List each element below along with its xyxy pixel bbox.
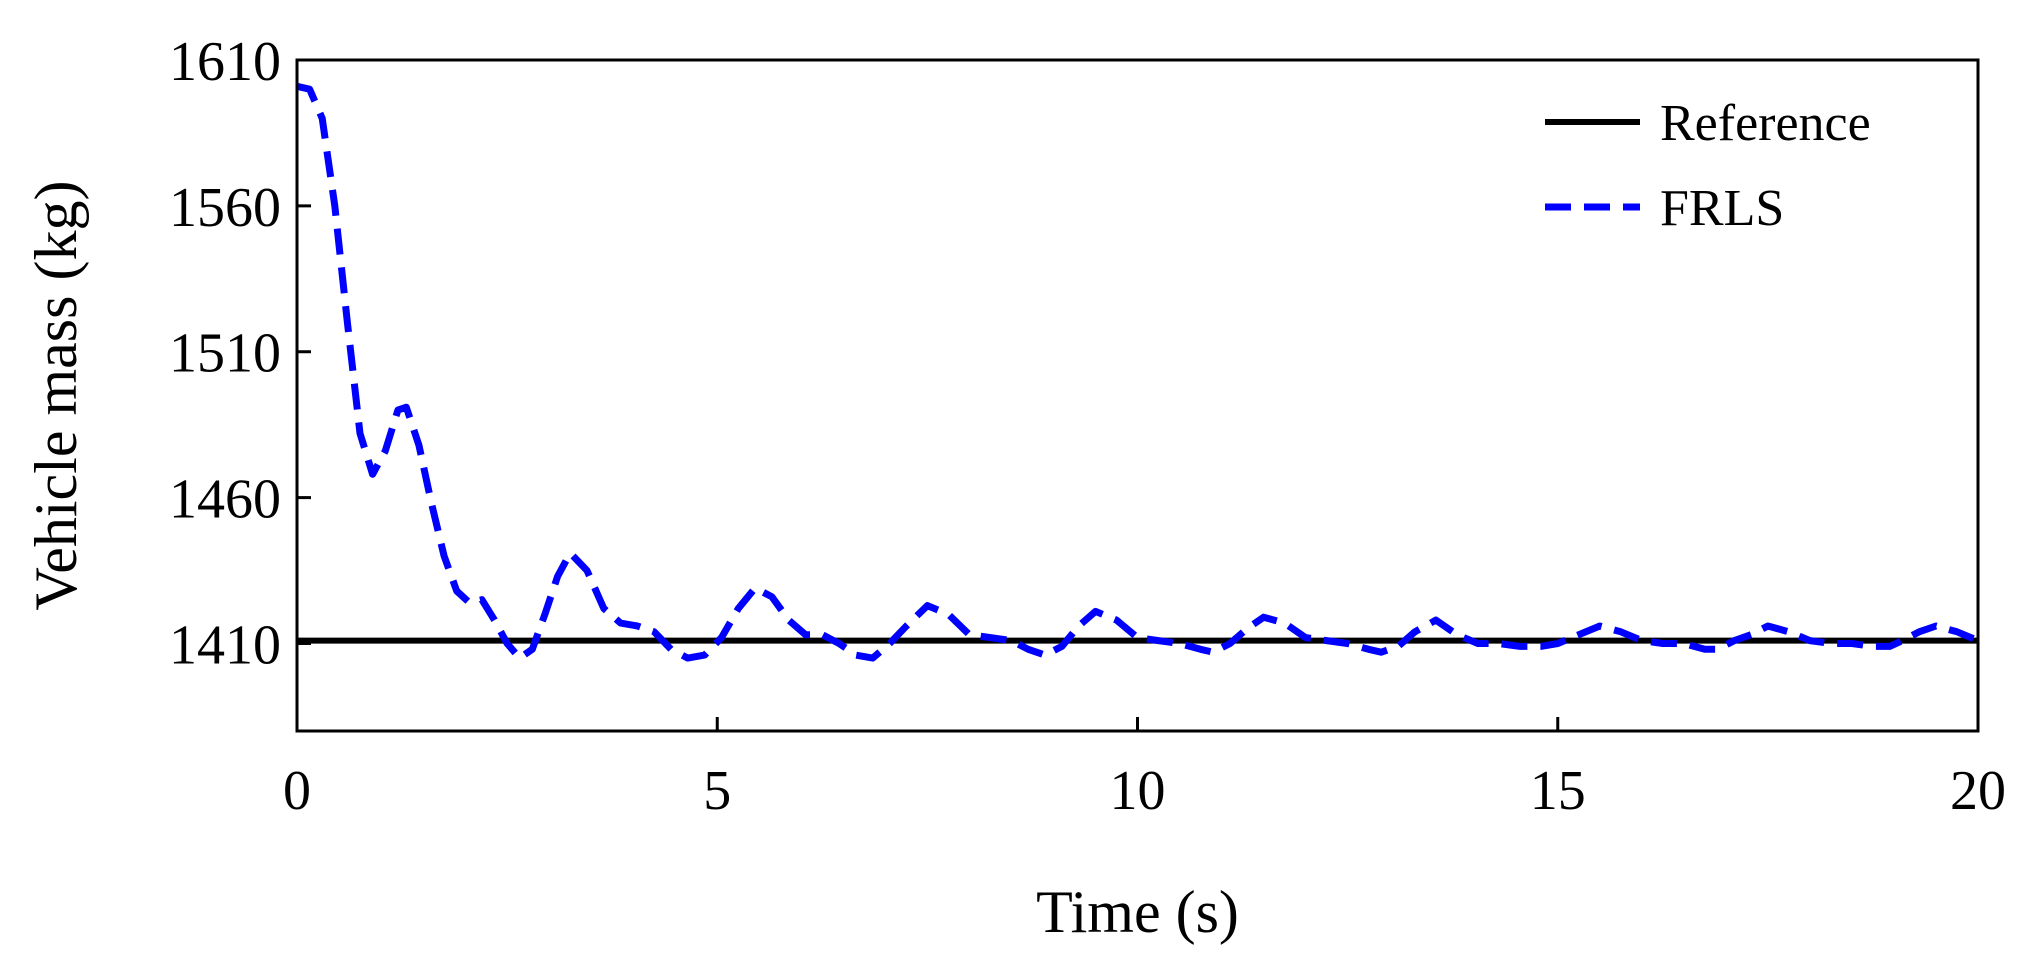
- tick-layer: 0 5 10 15 20 1410 1460 1510 1560 1610: [169, 31, 2006, 822]
- legend-label-frls: FRLS: [1660, 180, 1784, 237]
- x-tick-label: 5: [703, 760, 731, 822]
- legend: Reference FRLS: [1545, 95, 1871, 237]
- series-layer: [296, 82, 1980, 662]
- x-tick-label: 15: [1530, 760, 1586, 822]
- y-tick-label: 1410: [169, 614, 281, 676]
- x-tick-label: 0: [283, 760, 311, 822]
- y-tick-label: 1560: [169, 177, 281, 239]
- plot-area-frame: [295, 58, 1980, 733]
- y-tick-label: 1510: [169, 323, 281, 385]
- y-axis-title: Vehicle mass (kg): [23, 181, 89, 611]
- x-tick-label: 20: [1950, 760, 2006, 822]
- x-axis-title: Time (s): [1036, 879, 1239, 945]
- legend-label-reference: Reference: [1660, 95, 1871, 152]
- x-tick-label: 10: [1110, 760, 1166, 822]
- y-tick-label: 1460: [169, 469, 281, 531]
- y-tick-label: 1610: [169, 31, 281, 93]
- series-line-frls: [296, 82, 1980, 662]
